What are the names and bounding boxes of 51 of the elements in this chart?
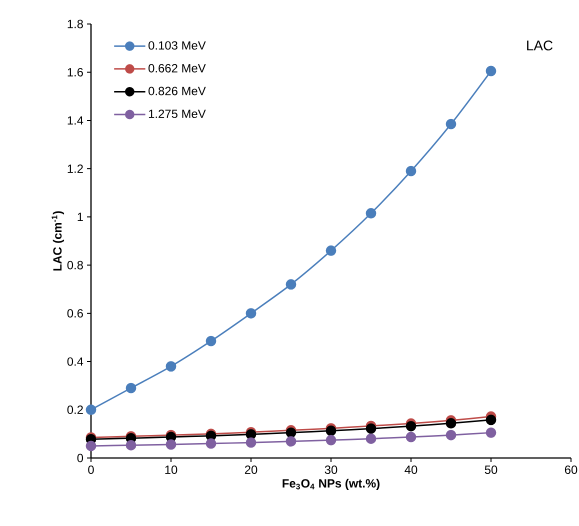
x-tick-label: 10 bbox=[165, 466, 178, 474]
x-tick-label: 60 bbox=[564, 466, 578, 474]
point bbox=[326, 426, 336, 436]
y-tick-label: 0 bbox=[77, 454, 84, 462]
y-tick-label: 1.8 bbox=[68, 20, 83, 28]
point bbox=[246, 437, 256, 448]
point bbox=[406, 420, 416, 432]
x-tick-label: 40 bbox=[404, 466, 418, 474]
legend-label: 0.103 MeV bbox=[148, 41, 206, 50]
point bbox=[446, 418, 456, 429]
point bbox=[366, 423, 376, 434]
legend-label: 0.662 MeV bbox=[148, 64, 206, 72]
point bbox=[126, 382, 136, 394]
y-tick-label: 0.2 bbox=[67, 406, 83, 414]
y-tick-label: 0.8 bbox=[67, 260, 83, 270]
point bbox=[166, 361, 176, 372]
point bbox=[366, 433, 376, 444]
x-tick-label: 20 bbox=[244, 466, 258, 474]
point bbox=[486, 414, 496, 426]
point bbox=[86, 404, 96, 416]
y-tick-label: 1 bbox=[78, 212, 83, 221]
x-tick-label: 50 bbox=[484, 466, 498, 474]
x-axis-title: Fe$_{3}$O$_{4}$ NPs (wt.%) bbox=[282, 478, 380, 490]
y-tick-label: 1.6 bbox=[68, 68, 83, 76]
point bbox=[406, 432, 416, 442]
y-tick-label: 0.6 bbox=[67, 309, 83, 318]
point bbox=[206, 336, 216, 346]
point bbox=[286, 279, 296, 290]
point bbox=[446, 118, 456, 130]
y-tick-label: 1.2 bbox=[68, 164, 83, 173]
legend-label: 0.826 MeV bbox=[148, 86, 206, 96]
point bbox=[246, 308, 256, 319]
legend-label: 1.275 MeV bbox=[148, 110, 206, 118]
point bbox=[326, 434, 336, 446]
point bbox=[446, 430, 456, 440]
y-axis-title: LAC (cm$^{-1}$) bbox=[52, 211, 64, 271]
point bbox=[486, 66, 496, 76]
point bbox=[126, 440, 136, 450]
point bbox=[486, 427, 496, 438]
annotation: LAC bbox=[527, 40, 553, 50]
point bbox=[326, 245, 336, 256]
point bbox=[286, 436, 296, 447]
y-tick-label: 1.4 bbox=[68, 116, 84, 125]
y-tick-label: 0.4 bbox=[67, 357, 84, 366]
x-tick-label: 0 bbox=[88, 466, 94, 474]
point bbox=[86, 440, 96, 452]
point bbox=[406, 166, 416, 176]
point bbox=[206, 438, 216, 449]
point bbox=[366, 208, 376, 219]
point bbox=[166, 439, 176, 450]
x-tick-label: 30 bbox=[324, 466, 338, 474]
